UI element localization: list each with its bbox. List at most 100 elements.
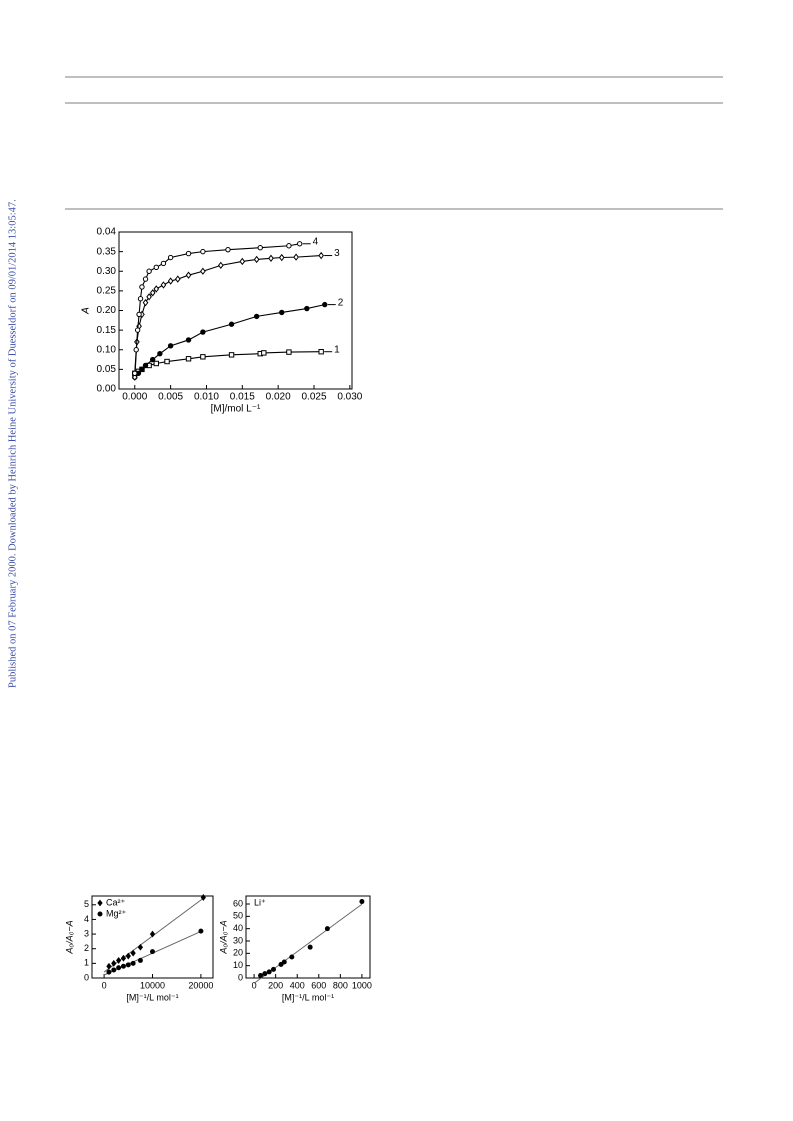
- marker: [185, 250, 192, 257]
- x-axis-label: [M]⁻¹/L mol⁻¹: [282, 992, 334, 1002]
- marker: [268, 254, 274, 262]
- marker: [304, 305, 310, 312]
- marker: [286, 243, 292, 249]
- legend-label: Ca²⁺: [106, 897, 126, 907]
- marker: [200, 267, 206, 275]
- series-line: [134, 304, 325, 378]
- legend-label: Li⁺: [254, 897, 266, 907]
- marker: [324, 926, 330, 932]
- y-tick-label: 50: [233, 911, 243, 921]
- series-line: [134, 255, 322, 378]
- marker: [318, 349, 324, 355]
- y-tick-label: 0.20: [97, 305, 117, 316]
- marker: [266, 969, 272, 975]
- series-line: [134, 351, 322, 374]
- y-tick-label: 20: [233, 948, 243, 958]
- marker: [167, 343, 174, 349]
- x-axis-label: [M]⁻¹/L mol⁻¹: [126, 992, 178, 1002]
- y-tick-label: 40: [233, 923, 243, 933]
- marker: [200, 894, 206, 901]
- marker: [137, 296, 144, 302]
- marker: [307, 944, 313, 950]
- y-tick-label: 3: [84, 928, 89, 938]
- marker: [137, 943, 144, 951]
- x-tick-label: 0.020: [266, 392, 291, 403]
- marker: [97, 899, 103, 907]
- y-tick-label: 5: [84, 899, 89, 909]
- marker: [153, 360, 159, 367]
- marker: [164, 358, 170, 365]
- marker: [120, 954, 127, 962]
- marker: [132, 370, 138, 376]
- y-tick-label: 60: [233, 898, 243, 908]
- x-tick-label: 400: [290, 980, 305, 990]
- y-axis-label: A₀/A₀−A: [64, 920, 74, 954]
- x-tick-label: 0.005: [158, 392, 183, 403]
- marker: [293, 253, 299, 261]
- legend-label: 2: [338, 297, 344, 308]
- marker: [200, 354, 206, 360]
- x-tick-label: 1000: [352, 980, 372, 990]
- marker: [253, 255, 260, 264]
- y-tick-label: 0.35: [97, 246, 117, 257]
- marker: [257, 245, 263, 251]
- marker: [279, 309, 285, 316]
- marker: [217, 261, 224, 270]
- x-tick-label: 0.025: [301, 392, 326, 403]
- marker: [262, 971, 268, 977]
- marker: [160, 260, 167, 267]
- marker: [167, 254, 174, 261]
- marker: [185, 271, 192, 279]
- plot-frame: [245, 895, 371, 979]
- marker: [142, 298, 149, 307]
- marker: [322, 301, 328, 308]
- x-tick-label: 0.015: [230, 392, 255, 403]
- legend-label: 1: [334, 344, 340, 355]
- x-tick-label: 0.010: [194, 392, 219, 403]
- marker: [253, 313, 260, 320]
- marker: [134, 327, 141, 333]
- y-tick-label: 0: [84, 972, 89, 982]
- x-tick-label: 200: [268, 980, 283, 990]
- x-tick-label: 0: [102, 980, 107, 990]
- marker: [174, 275, 181, 283]
- marker: [198, 928, 204, 934]
- marker: [106, 962, 112, 970]
- x-tick-label: 0.030: [337, 392, 362, 403]
- marker: [296, 241, 303, 247]
- marker: [111, 959, 117, 967]
- marker: [157, 350, 163, 357]
- marker: [258, 973, 264, 979]
- y-tick-label: 0.25: [97, 286, 117, 297]
- marker: [286, 349, 292, 355]
- marker: [278, 253, 285, 262]
- marker: [130, 949, 136, 957]
- y-tick-label: 0.05: [97, 364, 117, 375]
- marker: [318, 251, 325, 260]
- y-axis-label: A: [81, 307, 92, 315]
- y-axis-label: A₀/A₀−A: [218, 920, 228, 954]
- marker: [149, 356, 156, 363]
- y-tick-label: 0.15: [97, 325, 117, 336]
- marker: [149, 930, 156, 938]
- marker: [359, 899, 365, 905]
- marker: [97, 911, 103, 917]
- y-tick-label: 4: [84, 914, 89, 924]
- y-tick-label: 0: [238, 972, 243, 982]
- marker: [153, 264, 159, 271]
- marker: [270, 966, 276, 972]
- marker: [289, 954, 295, 960]
- marker: [200, 248, 206, 255]
- marker: [136, 311, 142, 318]
- marker: [149, 289, 156, 297]
- marker: [131, 373, 138, 381]
- y-tick-label: 0.10: [97, 344, 117, 355]
- marker: [200, 329, 206, 335]
- marker: [133, 347, 139, 353]
- legend-label: 3: [334, 248, 340, 259]
- marker: [150, 949, 155, 955]
- y-tick-label: 0.00: [97, 384, 117, 395]
- marker: [281, 959, 287, 965]
- legend-label: 4: [313, 236, 319, 247]
